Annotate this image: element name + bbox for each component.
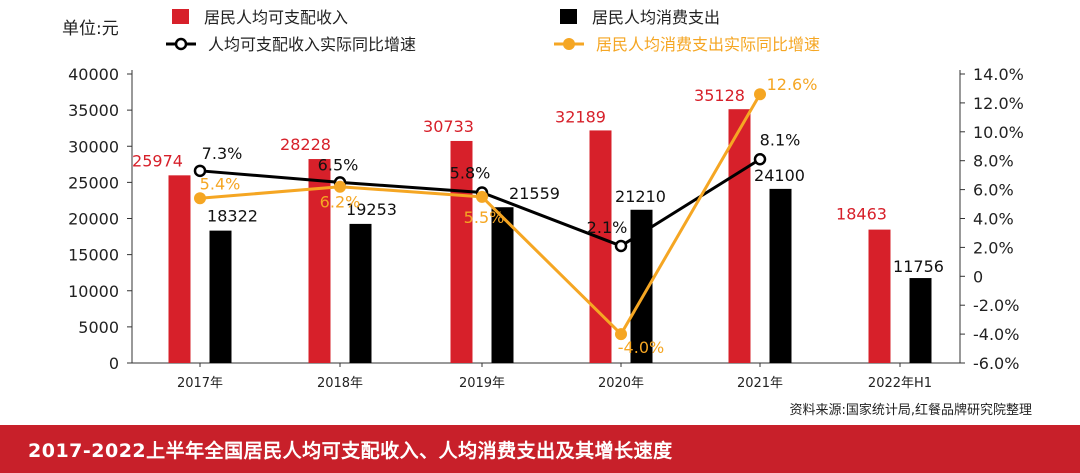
data-labels: 25974 28228 30733 32189 35128 18463 18322 19253…: [132, 75, 944, 357]
bar-value-label: 18463: [836, 205, 887, 224]
legend-spending-growth-marker: [563, 38, 575, 50]
spending-growth-point: [194, 192, 206, 205]
x-tick-label: 2017年: [177, 376, 223, 391]
legend-income-growth-label: 人均可支配收入实际同比增速: [208, 35, 416, 54]
x-tick-label: 2019年: [459, 376, 505, 391]
y-right-tick-label: 2.0%: [973, 238, 1014, 257]
bar-spending: [909, 278, 932, 363]
y-left-tick-label: 15000: [68, 246, 119, 265]
spending-growth-point: [615, 328, 627, 341]
spending-growth-point: [754, 88, 766, 101]
y-right-tick-label: 4.0%: [973, 210, 1014, 229]
income-growth-point: [614, 239, 628, 253]
legend-income-swatch: [172, 9, 189, 24]
bar-value-label: 24100: [754, 166, 805, 185]
bar-value-label: 25974: [132, 151, 183, 170]
bar-spending: [769, 188, 792, 363]
bar-value-label: 32189: [555, 107, 606, 126]
legend-spending-swatch: [560, 9, 577, 24]
y-left-tick-label: 40000: [68, 65, 119, 84]
legend-income-growth-marker: [174, 37, 188, 51]
y-left-tick-label: 5000: [78, 318, 119, 337]
bar-spending: [491, 207, 514, 363]
footer-banner: 2017-2022上半年全国居民人均可支配收入、人均消费支出及其增长速度: [0, 425, 1080, 473]
y-left-tick-label: 35000: [68, 101, 119, 120]
legend-spending-label: 居民人均消费支出: [592, 8, 720, 27]
x-tick-label: 2022年H1: [868, 376, 932, 391]
growth-value-label: 5.8%: [450, 163, 491, 182]
bar-value-label: 28228: [280, 135, 331, 154]
y-right-tick-label: 12.0%: [973, 94, 1024, 113]
growth-value-label: 2.1%: [587, 218, 628, 237]
bar-income: [168, 175, 191, 363]
growth-value-label: 5.4%: [200, 174, 241, 193]
income-growth-point: [193, 164, 207, 178]
y-right-tick-label: -4.0%: [973, 325, 1019, 344]
bar-value-label: 21210: [615, 187, 666, 206]
legend-income-label: 居民人均可支配收入: [204, 8, 348, 27]
lines: [193, 88, 767, 341]
bar-income: [868, 229, 891, 363]
y-right-tick-label: 10.0%: [973, 123, 1024, 142]
bar-income: [589, 130, 612, 363]
bar-value-label: 11756: [893, 257, 944, 276]
spending-growth-point: [334, 180, 346, 193]
growth-value-label: 6.2%: [320, 193, 361, 212]
bar-income: [728, 109, 751, 364]
y-left-tick-label: 20000: [68, 210, 119, 229]
growth-value-label: 5.5%: [464, 208, 505, 227]
bar-value-label: 30733: [423, 117, 474, 136]
x-tick-label: 2021年: [737, 376, 783, 391]
x-tick-label: 2018年: [317, 376, 363, 391]
growth-value-label: 7.3%: [202, 144, 243, 163]
bar-value-label: 19253: [346, 200, 397, 219]
source-note: 资料来源:国家统计局,红餐品牌研究院整理: [789, 403, 1032, 418]
footer-title: 2017-2022上半年全国居民人均可支配收入、人均消费支出及其增长速度: [28, 440, 673, 462]
y-right-tick-label: 8.0%: [973, 152, 1014, 171]
y-right-tick-label: 6.0%: [973, 181, 1014, 200]
bar-value-label: 18322: [207, 207, 258, 226]
growth-value-label: -4.0%: [618, 338, 664, 357]
bars: [168, 109, 932, 364]
spending-growth-point: [476, 190, 488, 203]
axes: 0 5000 10000 15000 20000 25000 30000 35000 40000…: [68, 65, 1024, 391]
growth-value-label: 8.1%: [760, 130, 801, 149]
bar-value-label: 35128: [694, 86, 745, 105]
bar-value-label: 21559: [509, 184, 560, 203]
bar-spending: [630, 209, 653, 363]
y-right-tick-label: -2.0%: [973, 296, 1019, 315]
y-right-tick-label: 14.0%: [973, 65, 1024, 84]
y-left-tick-label: 10000: [68, 282, 119, 301]
growth-value-label: 12.6%: [767, 75, 818, 94]
bar-spending: [349, 223, 372, 363]
y-right-tick-label: 0: [973, 267, 983, 286]
income-growth-point: [753, 153, 767, 166]
x-tick-label: 2020年: [598, 376, 644, 391]
legend-spending-growth-label: 居民人均消费支出实际同比增速: [596, 35, 820, 54]
unit-label: 单位:元: [62, 19, 119, 39]
y-left-tick-label: 0: [109, 354, 119, 373]
bar-spending: [209, 230, 232, 363]
y-right-tick-label: -6.0%: [973, 354, 1019, 373]
bar-income: [308, 159, 331, 363]
growth-value-label: 6.5%: [318, 155, 359, 174]
y-left-tick-label: 30000: [68, 137, 119, 156]
y-left-tick-label: 25000: [68, 173, 119, 192]
